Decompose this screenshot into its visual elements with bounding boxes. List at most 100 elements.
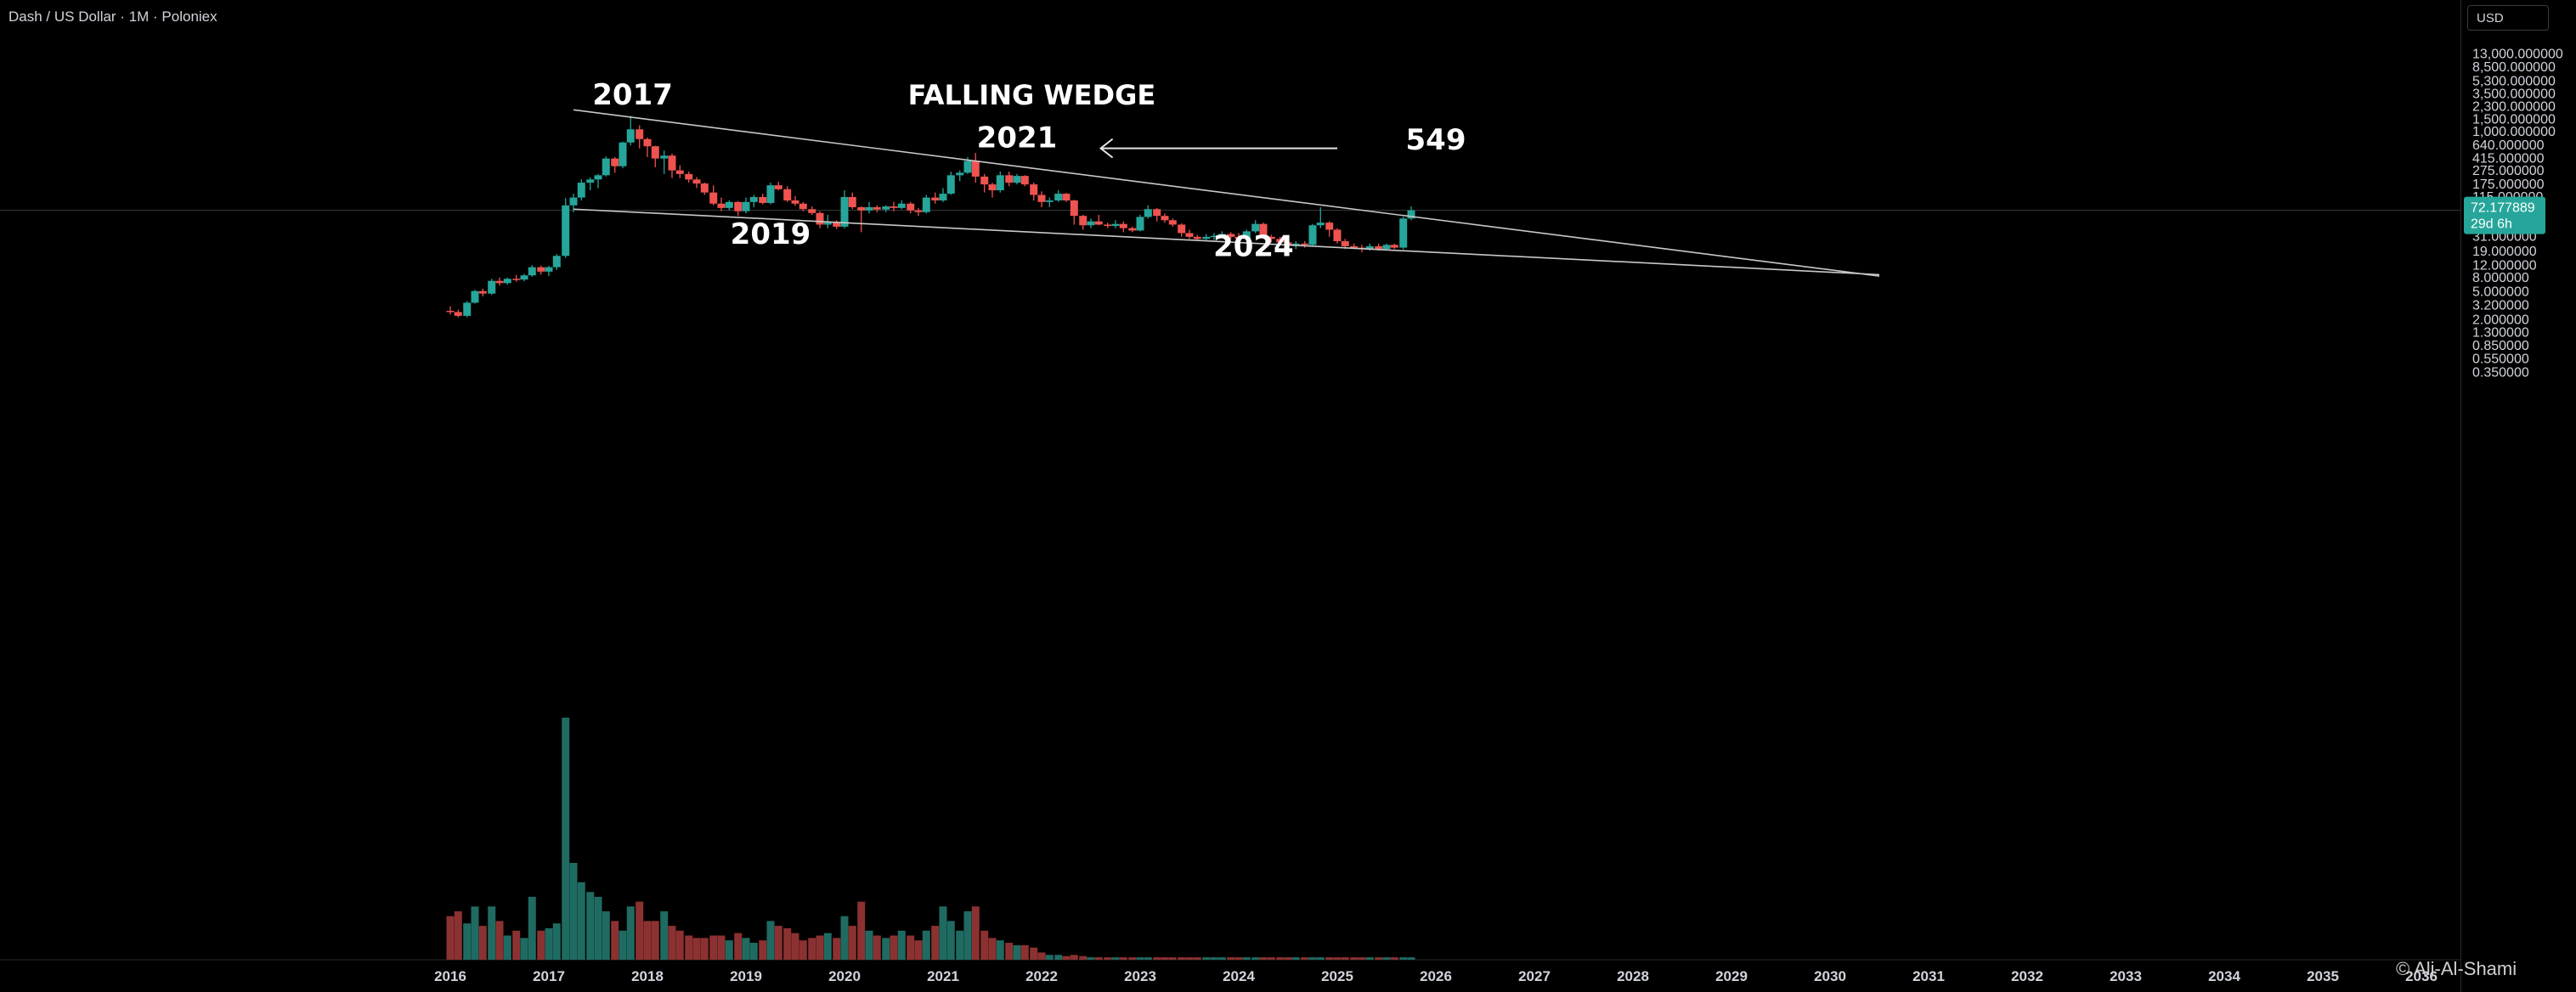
candle-body bbox=[1119, 223, 1127, 228]
candle-body bbox=[446, 310, 455, 313]
volume-bar bbox=[1185, 957, 1194, 960]
volume-bar bbox=[725, 940, 733, 960]
candle-body bbox=[1020, 176, 1029, 185]
candle-body bbox=[1079, 216, 1087, 226]
volume-bar bbox=[939, 906, 947, 960]
candle-body bbox=[939, 194, 947, 200]
price-axis-divider bbox=[2460, 0, 2461, 992]
y-tick-label: 3,500.000000 bbox=[2472, 87, 2556, 101]
y-tick-label: 8,500.000000 bbox=[2472, 60, 2556, 75]
candle-body bbox=[1227, 234, 1235, 237]
volume-bar bbox=[446, 916, 455, 960]
volume-bar bbox=[1242, 957, 1251, 960]
candle-body bbox=[808, 209, 816, 213]
x-tick-label: 2034 bbox=[2208, 968, 2240, 984]
volume-bar bbox=[675, 930, 684, 960]
volume-bar bbox=[865, 930, 873, 960]
candle-body bbox=[1178, 224, 1186, 234]
candle-body bbox=[651, 146, 659, 159]
volume-bar bbox=[1136, 957, 1144, 960]
volume-bar bbox=[1178, 957, 1186, 960]
volume-bar bbox=[1094, 957, 1103, 960]
volume-bar bbox=[537, 930, 545, 960]
volume-bar bbox=[907, 935, 915, 960]
candle-body bbox=[766, 185, 775, 203]
candle-body bbox=[478, 290, 487, 294]
candle-body bbox=[1333, 229, 1342, 241]
volume-bar bbox=[848, 926, 856, 960]
x-tick-label: 2019 bbox=[730, 968, 762, 984]
volume-bar bbox=[1013, 944, 1021, 960]
candle-body bbox=[897, 203, 906, 208]
candle-body bbox=[873, 206, 881, 210]
candle-body bbox=[594, 175, 602, 180]
candle-body bbox=[1375, 245, 1383, 250]
volume-bar bbox=[1325, 957, 1334, 960]
candle-body bbox=[1259, 223, 1268, 237]
candle-body bbox=[742, 201, 750, 211]
volume-bar bbox=[594, 896, 602, 960]
volume-bar bbox=[685, 935, 693, 960]
candle-body bbox=[823, 223, 832, 225]
y-tick-label: 13,000.000000 bbox=[2472, 48, 2563, 62]
candle-body bbox=[1168, 220, 1177, 225]
candle-body bbox=[1365, 245, 1374, 250]
volume-bar bbox=[914, 940, 923, 960]
candle-body bbox=[1144, 209, 1152, 217]
volume-bar bbox=[454, 911, 462, 960]
annotation-label: 2021 bbox=[977, 121, 1058, 155]
currency-selector[interactable]: USD bbox=[2467, 5, 2549, 31]
volume-bar bbox=[791, 933, 799, 960]
volume-bar bbox=[1104, 957, 1112, 960]
candle-body bbox=[799, 203, 807, 210]
volume-bar bbox=[1365, 957, 1374, 960]
y-tick-label: 19.000000 bbox=[2472, 245, 2537, 259]
volume-bar bbox=[1227, 957, 1235, 960]
volume-bar bbox=[1284, 957, 1292, 960]
volume-bar bbox=[1161, 957, 1169, 960]
symbol-title: Dash / US Dollar · 1M · Poloniex bbox=[8, 8, 217, 25]
x-tick-label: 2024 bbox=[1223, 968, 1255, 984]
x-tick-label: 2030 bbox=[1814, 968, 1846, 984]
candle-body bbox=[1111, 223, 1120, 227]
candle-body bbox=[1341, 240, 1349, 246]
annotation-label: 2024 bbox=[1213, 229, 1294, 263]
price-badge-countdown: 29d 6h bbox=[2471, 217, 2512, 232]
candle-body bbox=[1045, 200, 1054, 202]
volume-bar bbox=[636, 901, 644, 960]
annotation-label: 2017 bbox=[592, 78, 673, 112]
volume-bar bbox=[1168, 957, 1177, 960]
candle-body bbox=[922, 197, 930, 212]
candle-body bbox=[1094, 221, 1103, 225]
volume-bar bbox=[980, 930, 989, 960]
volume-bar bbox=[668, 926, 676, 960]
volume-bar bbox=[759, 940, 767, 960]
candle-body bbox=[1316, 223, 1325, 226]
volume-bar bbox=[971, 906, 980, 960]
price-axis: 13,000.0000008,500.0000005,300.0000003,5… bbox=[2464, 48, 2563, 380]
candle-body bbox=[1104, 224, 1112, 227]
candle-body bbox=[749, 196, 758, 202]
author-watermark: © Ali-Al-Shami bbox=[2396, 958, 2517, 979]
volume-bar bbox=[931, 926, 940, 960]
candle-body bbox=[1037, 194, 1046, 202]
candle-body bbox=[734, 201, 743, 211]
y-tick-label: 3.200000 bbox=[2472, 299, 2529, 313]
volume-bar bbox=[1037, 952, 1046, 960]
x-tick-label: 2036 bbox=[2405, 968, 2438, 984]
candle-body bbox=[1382, 245, 1391, 250]
volume-bar bbox=[890, 935, 898, 960]
volume-bar bbox=[1144, 957, 1152, 960]
candle-body bbox=[1128, 228, 1137, 231]
x-tick-label: 2018 bbox=[631, 968, 664, 984]
candle-body bbox=[471, 290, 479, 303]
volume-bar bbox=[1087, 957, 1095, 960]
volume-bar bbox=[1291, 957, 1300, 960]
volume-bar bbox=[840, 916, 849, 960]
volume-bar bbox=[873, 935, 881, 960]
candle-body bbox=[1210, 235, 1218, 238]
x-tick-label: 2023 bbox=[1124, 968, 1156, 984]
candle-body bbox=[1070, 200, 1078, 217]
candle-body bbox=[488, 280, 496, 294]
